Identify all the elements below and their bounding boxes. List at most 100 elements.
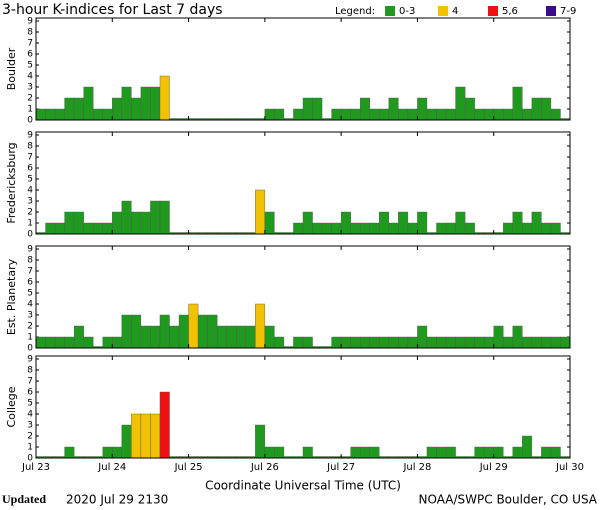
bar [398,211,409,235]
bar [83,336,94,349]
bar [350,222,361,235]
bar [64,211,75,235]
updated-label: Updated [2,492,46,506]
y-axis-label: Boulder [5,47,18,90]
bar [455,86,466,121]
bar [512,446,523,459]
x-tick-label: Jul 28 [402,462,431,473]
bar [64,446,75,459]
y-tick-label: 5 [27,399,33,409]
bar [274,446,285,459]
bar [150,86,161,121]
bar [131,413,142,459]
bar [35,336,46,349]
y-tick-label: 5 [27,289,33,299]
bar [264,108,275,121]
bar [388,97,399,121]
bar [112,97,123,121]
bar [455,336,466,349]
y-tick-label: 1 [27,105,33,115]
y-tick-label: 9 [27,245,33,255]
bar [350,446,361,459]
bar [369,446,380,459]
bar [531,211,542,235]
panel-frame [35,245,571,349]
bar [522,336,533,349]
bar [102,222,113,235]
legend-title: Legend: [335,6,375,17]
bar [464,222,475,235]
bar [264,211,275,235]
bar [73,325,84,349]
y-tick-label: 5 [27,61,33,71]
bar [293,336,304,349]
y-tick-label: 0 [27,454,33,464]
panel-frame [35,355,571,459]
y-tick-label: 2 [27,322,33,332]
bar [483,336,494,349]
bar [512,325,523,349]
bar [550,446,561,459]
bar [102,446,113,459]
bar [360,446,370,459]
bar [64,336,75,349]
bar [45,108,56,121]
bar [197,314,208,349]
bar [388,222,399,235]
y-tick-label: 0 [27,344,33,354]
bar [159,314,170,349]
bar [426,336,437,349]
legend-swatch [488,6,498,16]
bar [159,75,170,121]
y-axis-label: Fredericksburg [5,142,18,223]
bar [445,336,456,349]
updated-time: 2020 Jul 29 2130 [66,493,168,507]
y-tick-label: 0 [27,230,33,240]
y-tick-label: 8 [27,28,33,38]
bar [483,108,494,121]
bar [522,435,533,459]
bar [264,325,275,349]
y-tick-label: 3 [27,83,33,93]
bar [131,211,142,235]
bar [493,446,504,459]
bar [302,211,313,235]
bar [464,336,475,349]
bar [112,446,123,459]
y-tick-label: 8 [27,366,33,376]
y-tick-label: 7 [27,39,33,49]
bar [474,446,485,459]
bar [112,211,123,235]
bar [73,97,84,121]
bar [159,200,170,235]
bar [474,108,485,121]
y-tick-label: 2 [27,432,33,442]
bar [321,222,332,235]
y-tick-label: 4 [27,72,33,82]
legend-label: 7-9 [560,6,576,17]
bar [207,314,218,349]
bar [550,222,561,235]
bar [379,336,390,349]
bar [274,336,285,349]
bar [264,446,275,459]
bar [426,446,437,459]
bar [331,336,342,349]
bar [245,325,256,349]
bar [102,108,113,121]
bar [131,314,142,349]
bar [541,336,552,349]
bar [398,336,409,349]
y-tick-label: 1 [27,219,33,229]
y-tick-label: 6 [27,164,33,174]
bar [483,446,494,459]
bar [331,108,342,121]
bar [312,222,323,235]
bar [255,424,266,459]
y-tick-label: 7 [27,377,33,387]
bar [436,222,447,235]
y-tick-label: 2 [27,208,33,218]
bar [474,336,485,349]
x-tick-label: Jul 23 [21,462,50,473]
